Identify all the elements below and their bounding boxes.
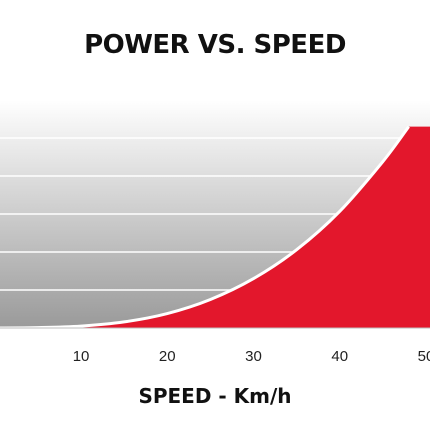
x-tick-label: 10 <box>73 348 90 365</box>
x-tick-label: 20 <box>159 348 176 365</box>
chart-title: POWER VS. SPEED <box>84 30 346 60</box>
x-tick-label: 50 <box>418 348 430 365</box>
x-axis-label: SPEED - Km/h <box>138 384 292 408</box>
area-series-outline-0 <box>0 125 410 330</box>
area-series-0 <box>0 126 430 328</box>
x-tick-label: 40 <box>331 348 348 365</box>
x-tick-label: 30 <box>245 348 262 365</box>
